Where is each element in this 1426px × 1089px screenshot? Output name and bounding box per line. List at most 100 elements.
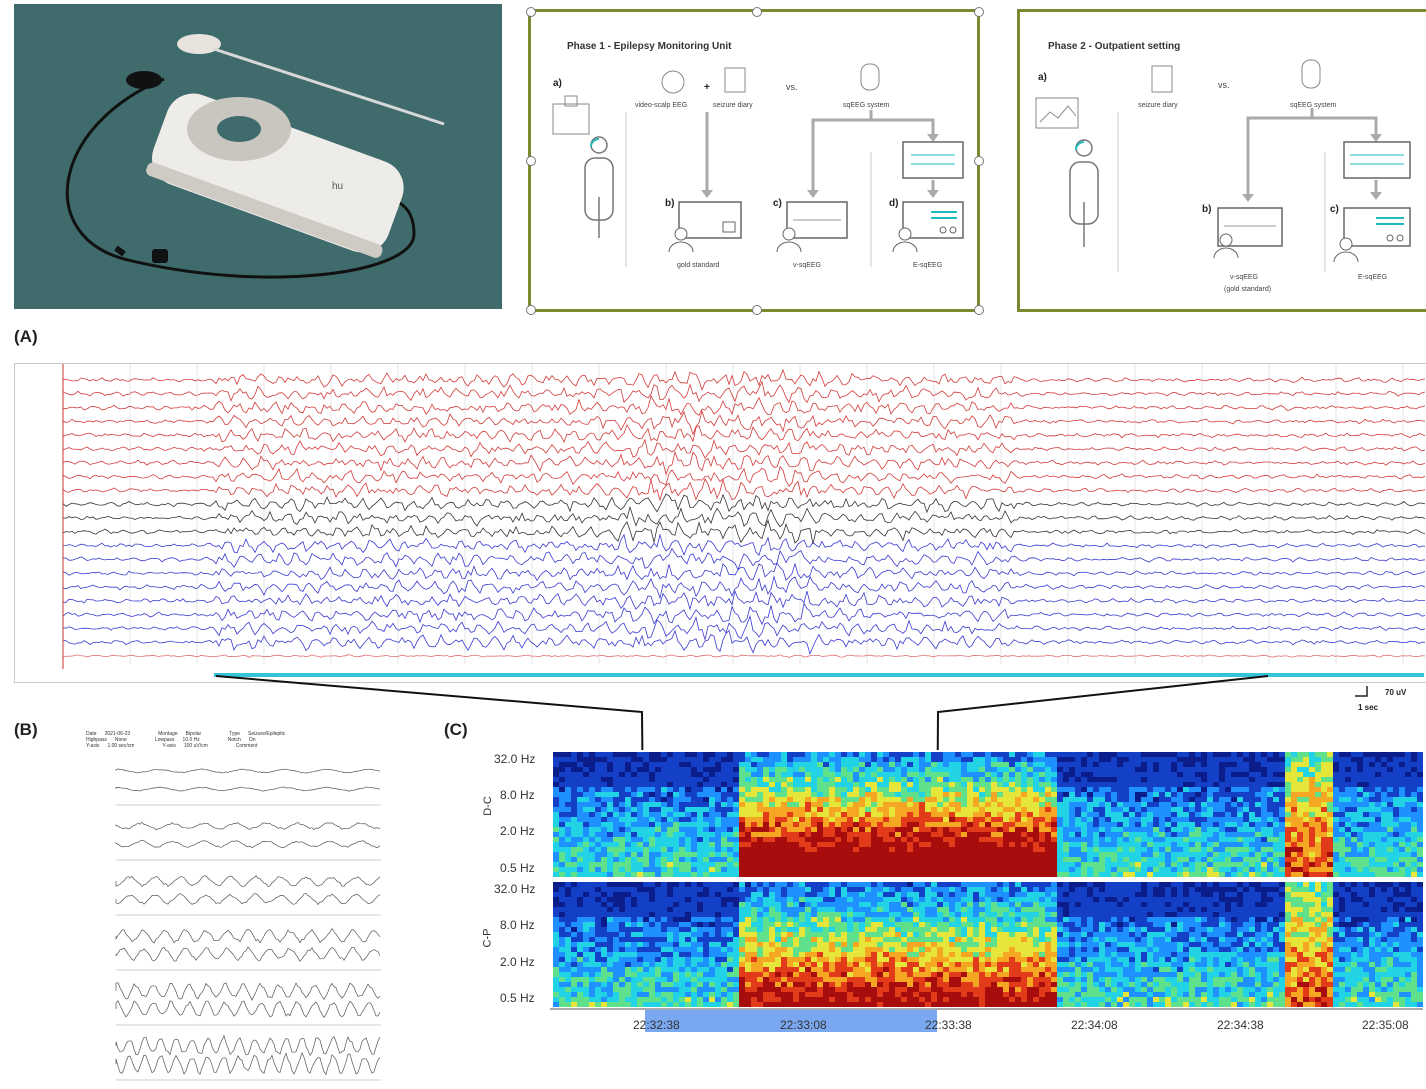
spectrogram-cell (1369, 842, 1375, 847)
spectrogram-cell (553, 917, 559, 922)
spectrogram-cell (625, 762, 631, 767)
spectrogram-cell (703, 917, 709, 922)
spectrogram-cell (721, 997, 727, 1002)
spectrogram-cell (709, 922, 715, 927)
spectrogram-cell (589, 762, 595, 767)
spectrogram-cell (1315, 857, 1321, 862)
spectrogram-cell (1261, 762, 1267, 767)
spectrogram-cell (1243, 787, 1249, 792)
spectrogram-cell (817, 832, 823, 837)
spectrogram-cell (1351, 837, 1357, 842)
spectrogram-cell (811, 932, 817, 937)
spectrogram-cell (835, 762, 841, 767)
spectrogram-cell (889, 857, 895, 862)
spectrogram-cell (907, 847, 913, 852)
spectrogram-cell (1297, 862, 1303, 867)
spectrogram-cell (841, 867, 847, 872)
spectrogram-cell (565, 787, 571, 792)
spectrogram-cell (1015, 857, 1021, 862)
spectrogram-cell (607, 852, 613, 857)
spectrogram-cell (709, 892, 715, 897)
spectrogram-cell (1351, 762, 1357, 767)
spectrogram-cell (577, 772, 583, 777)
spectrogram-cell (799, 952, 805, 957)
spectrogram-cell (607, 837, 613, 842)
spectrogram-cell (931, 812, 937, 817)
spectrogram-cell (721, 827, 727, 832)
spectrogram-cell (1003, 767, 1009, 772)
spectrogram-cell (1003, 867, 1009, 872)
spectrogram-cell (793, 922, 799, 927)
spectrogram-cell (727, 782, 733, 787)
spectrogram-cell (907, 812, 913, 817)
spectrogram-cell (1189, 807, 1195, 812)
spectrogram-cell (775, 867, 781, 872)
spectrogram-cell (715, 787, 721, 792)
spectrogram-cell (691, 762, 697, 767)
spectrogram-cell (865, 847, 871, 852)
spectrogram-cell (1369, 857, 1375, 862)
spectrogram-cell (727, 952, 733, 957)
spectrogram-cell (1063, 792, 1069, 797)
resize-handle-n[interactable] (752, 7, 762, 17)
spectrogram-cell (601, 842, 607, 847)
spectrogram-cell (1111, 862, 1117, 867)
spectrogram-cell (931, 872, 937, 877)
spectrogram-cell (1417, 792, 1423, 797)
resize-handle-w[interactable] (526, 156, 536, 166)
spectrogram-cell (1309, 757, 1315, 762)
spectrogram-cell (817, 752, 823, 757)
spectrogram-cell (607, 872, 613, 877)
spectrogram-cell (697, 817, 703, 822)
spectrogram-cell (1183, 872, 1189, 877)
spectrogram-cell (1117, 847, 1123, 852)
spectrogram-cell (859, 792, 865, 797)
spectrogram-cell (775, 982, 781, 987)
spectrogram-cell (1333, 802, 1339, 807)
spectrogram-cell (1195, 837, 1201, 842)
spectrogram-cell (781, 977, 787, 982)
spectrogram-cell (1117, 772, 1123, 777)
spectrogram-cell (1045, 807, 1051, 812)
resize-handle-ne[interactable] (974, 7, 984, 17)
eeg-selected-timeline[interactable] (214, 673, 1424, 677)
spectrogram-cell (691, 902, 697, 907)
spectrogram-cell (1069, 857, 1075, 862)
spectrogram-cell (595, 842, 601, 847)
spectrogram-cell (1351, 792, 1357, 797)
spectrogram-cell (1405, 802, 1411, 807)
spectrogram-cell (907, 792, 913, 797)
spectrogram-cell (649, 902, 655, 907)
spectrogram-cell (649, 932, 655, 937)
spectrogram-cell (787, 867, 793, 872)
spectrogram-cell (721, 792, 727, 797)
resize-handle-s[interactable] (752, 305, 762, 315)
spectrogram-cell (1231, 807, 1237, 812)
spectrogram-cell (1369, 807, 1375, 812)
spectrogram-cell (1153, 817, 1159, 822)
resize-handle-sw[interactable] (526, 305, 536, 315)
spectrogram-cell (1123, 807, 1129, 812)
resize-handle-e[interactable] (974, 156, 984, 166)
spectrogram-cell (781, 992, 787, 997)
spectrogram-cell (979, 802, 985, 807)
spectrogram-cell (817, 772, 823, 777)
spectrogram-cell (853, 767, 859, 772)
spectrogram-cell (829, 967, 835, 972)
spectrogram-cell (709, 837, 715, 842)
spectrogram-cell (979, 872, 985, 877)
spectrogram-cell (1315, 792, 1321, 797)
spectrogram-cell (703, 967, 709, 972)
spectrogram-cell (619, 907, 625, 912)
resize-handle-se[interactable] (974, 305, 984, 315)
spectrogram-cell (1183, 822, 1189, 827)
spectrogram-cell (691, 927, 697, 932)
spectrogram-cell (1087, 812, 1093, 817)
resize-handle-nw[interactable] (526, 7, 536, 17)
spectrogram-cell (1081, 762, 1087, 767)
spectrogram-cell (1399, 792, 1405, 797)
spectrogram-cell (745, 872, 751, 877)
spectrogram-cell (1327, 777, 1333, 782)
spectrogram-cell (553, 992, 559, 997)
spectrogram-cell (1111, 832, 1117, 837)
